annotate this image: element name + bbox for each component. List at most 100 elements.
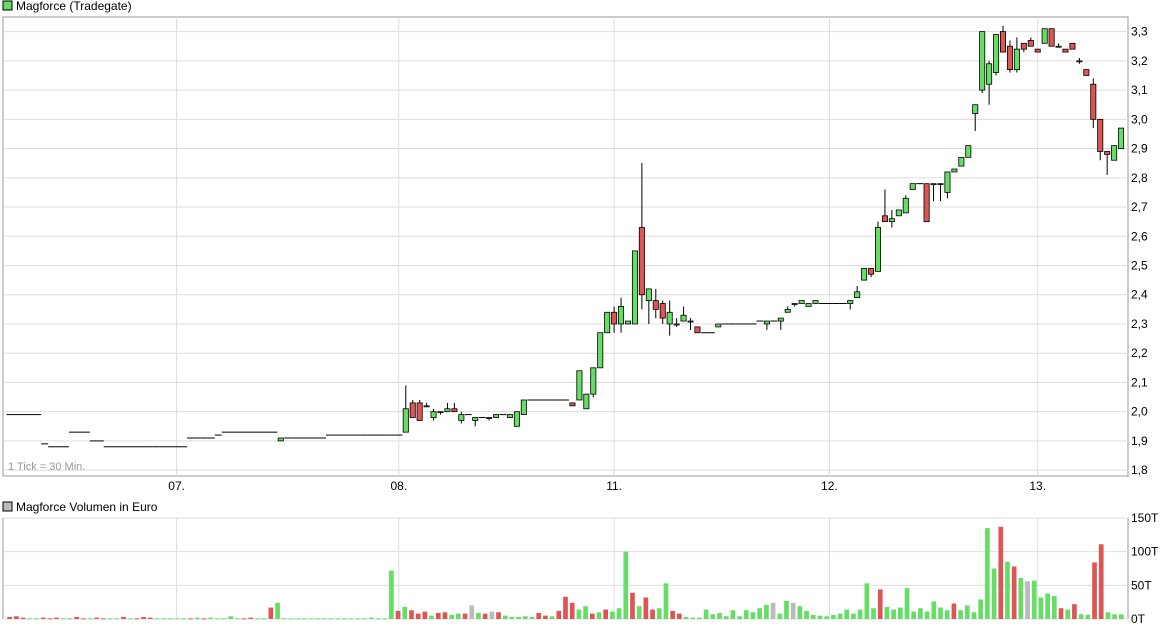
volume-bar (228, 616, 234, 619)
volume-bar (556, 610, 562, 619)
price-plot-frame (2, 16, 1129, 477)
price-candle-body (666, 311, 673, 325)
price-candle-body (805, 303, 812, 307)
volume-bar (255, 618, 260, 620)
price-x-tick-label: 11. (606, 479, 622, 493)
volume-bar (810, 614, 816, 619)
price-candle-body (1076, 60, 1083, 63)
volume-bar (543, 615, 548, 619)
price-candle (986, 60, 993, 105)
volume-bar (134, 618, 140, 620)
price-candle (944, 171, 951, 199)
price-candle-body (784, 308, 791, 313)
price-y-tick-label: 2,7 (1131, 200, 1148, 214)
volume-bar (469, 605, 475, 619)
price-candle (687, 318, 694, 330)
volume-bar (322, 618, 327, 620)
volume-bar (248, 617, 254, 619)
volume-bar (938, 607, 943, 619)
price-candle (1097, 118, 1104, 161)
volume-bar (1011, 566, 1017, 619)
price-candle (715, 323, 722, 328)
volume-bar (757, 608, 763, 619)
volume-bar (121, 616, 126, 619)
price-y-tick-label: 2,6 (1131, 229, 1148, 243)
price-candle (798, 300, 805, 304)
price-candle-body (486, 417, 493, 419)
volume-bar (603, 609, 609, 619)
price-candle (930, 183, 937, 202)
volume-bar (877, 589, 883, 619)
price-candle (1076, 57, 1083, 64)
volume-bar (703, 609, 709, 619)
volume-bar (462, 613, 468, 619)
volume-bar (101, 618, 106, 620)
price-candle (972, 104, 979, 132)
price-candle-body (437, 411, 444, 414)
price-candle-body (881, 215, 888, 223)
volume-bar (188, 618, 193, 620)
price-candle-body (416, 402, 423, 421)
volume-bar (27, 618, 33, 620)
volume-bar (375, 618, 381, 620)
volume-bar (154, 618, 160, 620)
volume-bar (449, 614, 455, 619)
price-candle-body (1111, 145, 1118, 161)
volume-bar (710, 614, 716, 619)
volume-bar (14, 616, 19, 619)
price-candle (624, 320, 632, 325)
volume-bar (54, 617, 59, 619)
price-candle-body (1062, 48, 1069, 53)
price-candle (569, 402, 576, 407)
price-candle (791, 303, 798, 307)
price-candle-body (999, 31, 1007, 53)
price-y-tick-label: 2,9 (1131, 142, 1148, 156)
price-candle-body (923, 183, 930, 223)
volume-bar (389, 570, 394, 619)
volume-bar (275, 602, 280, 619)
price-candle-body (569, 402, 576, 407)
price-candle (604, 311, 611, 334)
price-y-tick-label: 2,3 (1131, 317, 1148, 331)
volume-bar (181, 618, 187, 620)
price-candle (1027, 37, 1034, 47)
volume-bar (610, 611, 615, 619)
price-candle-body (576, 370, 583, 401)
price-candle-body (979, 31, 986, 91)
volume-bar (482, 613, 488, 619)
price-candle (520, 399, 527, 416)
price-candle (902, 195, 909, 214)
price-y-tick-label: 3,0 (1131, 112, 1148, 126)
price-candle (1069, 42, 1076, 50)
price-candle (1020, 42, 1027, 53)
price-candle-body (715, 323, 722, 328)
price-candle-body (409, 402, 416, 418)
price-candle (506, 414, 513, 418)
price-candle-body (861, 268, 868, 281)
price-y-tick-label: 2,5 (1131, 259, 1148, 273)
price-candle (590, 367, 597, 398)
price-candle-body (937, 183, 944, 186)
volume-bar (1038, 597, 1044, 619)
price-candle-body (506, 414, 513, 418)
volume-bar (904, 588, 910, 619)
volume-bar (978, 599, 984, 619)
price-candle-body (694, 326, 701, 334)
volume-bar (931, 601, 937, 619)
volume-bar (804, 610, 809, 619)
price-candle (923, 183, 930, 223)
price-candle (1090, 78, 1097, 129)
volume-bar (596, 612, 602, 619)
tick-interval-note: 1 Tick = 30 Min. (8, 461, 85, 473)
price-candle-body (673, 323, 680, 326)
price-candle (437, 411, 444, 415)
price-candle (416, 399, 423, 421)
price-candle (513, 411, 520, 427)
volume-bar (764, 604, 769, 619)
price-candle-body (472, 417, 479, 421)
volume-bar (1092, 562, 1097, 619)
volume-bar (924, 611, 930, 619)
price-candle-body (791, 303, 798, 305)
price-candle-body (493, 414, 500, 418)
volume-y-tick-label: 0T (1131, 612, 1146, 626)
